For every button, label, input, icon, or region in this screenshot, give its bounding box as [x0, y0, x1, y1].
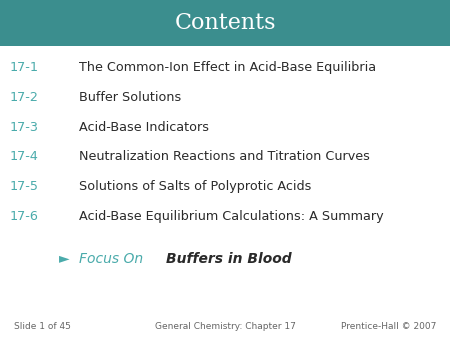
Text: Acid-Base Indicators: Acid-Base Indicators	[79, 121, 209, 134]
Text: ►: ►	[58, 251, 69, 266]
Text: 17-5: 17-5	[9, 180, 38, 193]
Bar	[0, 0, 450, 46]
Text: Contents: Contents	[174, 12, 276, 34]
Text: 17-1: 17-1	[9, 61, 38, 74]
Text: 17-6: 17-6	[9, 210, 38, 223]
Text: Focus On: Focus On	[79, 251, 143, 266]
Text: Acid-Base Equilibrium Calculations: A Summary: Acid-Base Equilibrium Calculations: A Su…	[79, 210, 383, 223]
Text: Neutralization Reactions and Titration Curves: Neutralization Reactions and Titration C…	[79, 150, 369, 163]
Text: 17-3: 17-3	[9, 121, 38, 134]
Text: Prentice-Hall © 2007: Prentice-Hall © 2007	[341, 322, 436, 331]
Text: 17-2: 17-2	[9, 91, 38, 104]
Text: General Chemistry: Chapter 17: General Chemistry: Chapter 17	[154, 322, 296, 331]
Text: The Common-Ion Effect in Acid-Base Equilibria: The Common-Ion Effect in Acid-Base Equil…	[79, 61, 376, 74]
Text: Buffer Solutions: Buffer Solutions	[79, 91, 181, 104]
Text: Slide 1 of 45: Slide 1 of 45	[14, 322, 70, 331]
Text: 17-4: 17-4	[9, 150, 38, 163]
Text: Buffers in Blood: Buffers in Blood	[166, 251, 292, 266]
Text: Solutions of Salts of Polyprotic Acids: Solutions of Salts of Polyprotic Acids	[79, 180, 311, 193]
